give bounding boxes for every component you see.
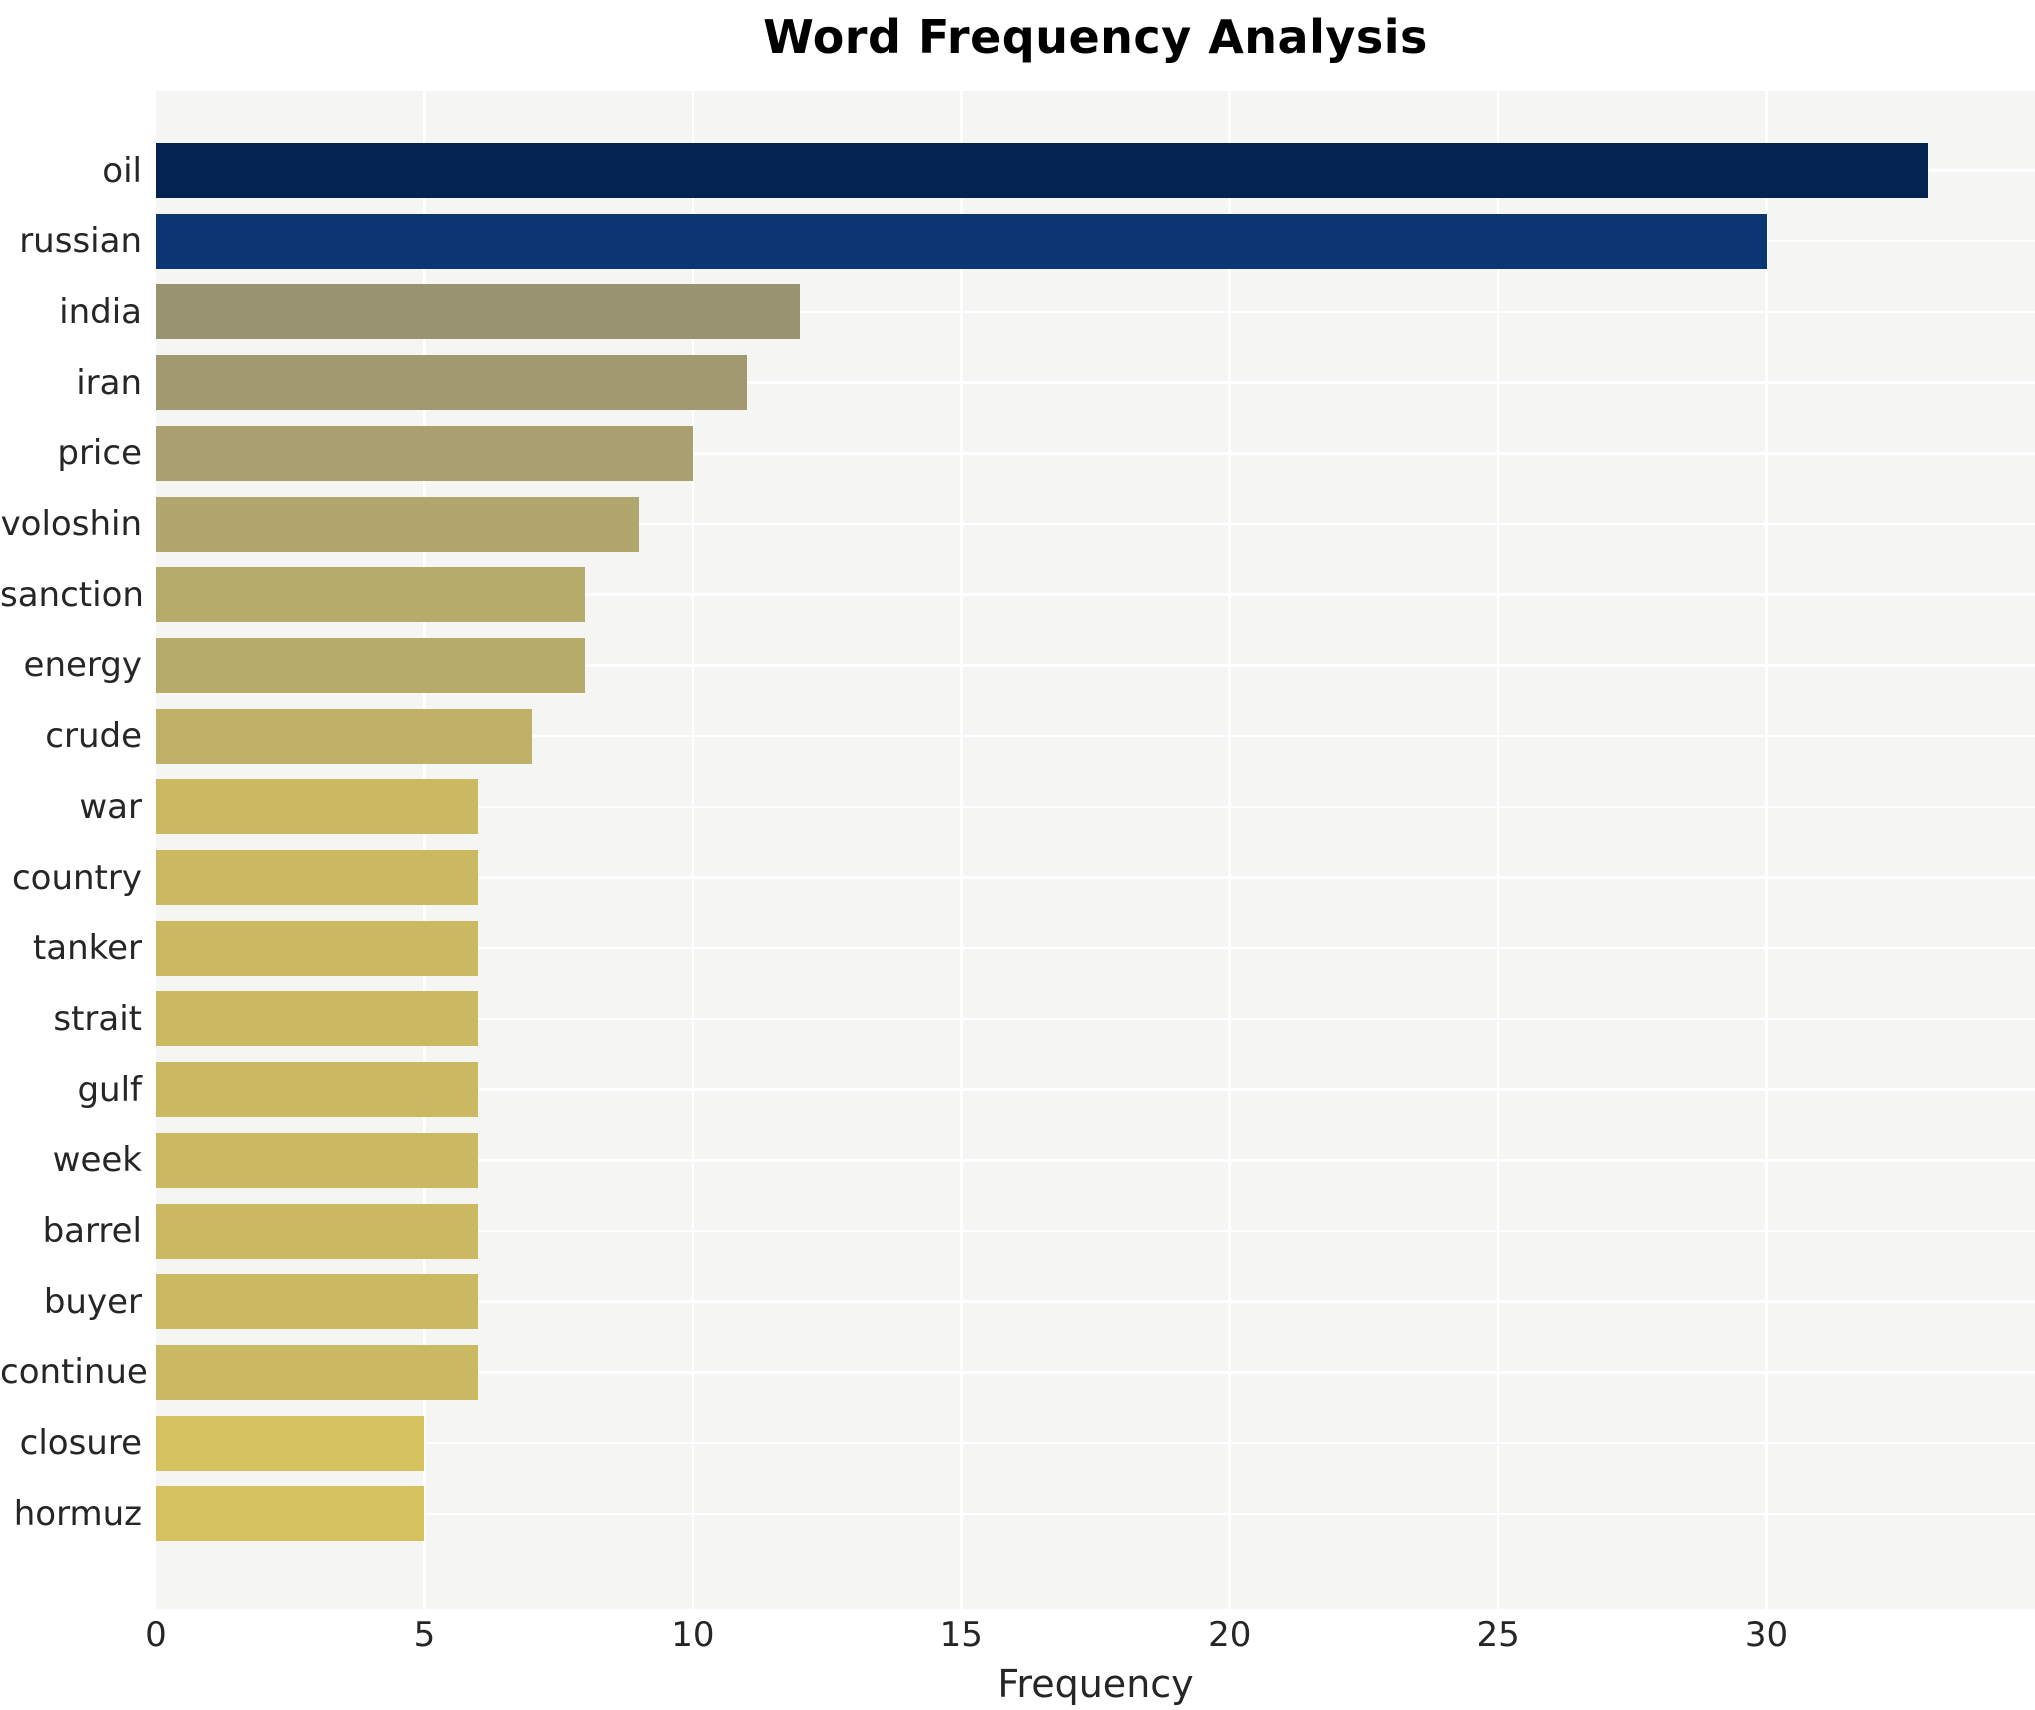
gridline-horizontal (156, 1441, 2035, 1445)
y-tick-label-oil: oil (102, 150, 142, 191)
gridline-horizontal (156, 522, 2035, 526)
bar-continue (156, 1344, 479, 1400)
gridline-horizontal (156, 1088, 2035, 1091)
y-tick-label-iran: iran (76, 362, 142, 403)
y-tick-label-war: war (79, 786, 142, 827)
y-tick-label-week: week (52, 1140, 142, 1181)
bar-crude (156, 708, 532, 764)
x-tick-label-10: 10 (671, 1615, 715, 1655)
gridline-horizontal (156, 876, 2035, 879)
bar-oil (156, 143, 1928, 198)
y-tick-label-continue: continue (0, 1352, 148, 1393)
bar-energy (156, 637, 586, 693)
y-tick-label-sanction: sanction (0, 574, 144, 615)
x-tick-label-25: 25 (1476, 1615, 1520, 1655)
y-tick-label-hormuz: hormuz (13, 1493, 142, 1534)
bar-war (156, 779, 479, 835)
bar-strait (156, 991, 479, 1047)
bar-gulf (156, 1062, 479, 1118)
gridline-vertical (1765, 91, 1768, 1609)
y-tick-label-russian: russian (19, 221, 142, 262)
bar-country (156, 850, 479, 905)
bar-buyer (156, 1274, 479, 1330)
bar-tanker (156, 920, 479, 976)
bar-india (156, 284, 801, 340)
gridline-horizontal (156, 381, 2035, 384)
gridline-horizontal (156, 734, 2035, 738)
gridline-horizontal (156, 310, 2035, 314)
gridline-horizontal (156, 1017, 2035, 1021)
x-tick-label-15: 15 (939, 1615, 983, 1655)
bar-week (156, 1132, 479, 1188)
y-tick-label-barrel: barrel (42, 1211, 142, 1251)
x-tick-label-5: 5 (413, 1615, 436, 1655)
y-tick-label-gulf: gulf (77, 1069, 142, 1110)
gridline-horizontal (156, 946, 2035, 950)
y-tick-label-crude: crude (45, 716, 142, 757)
gridline-horizontal (156, 1159, 2035, 1162)
bar-hormuz (156, 1486, 425, 1542)
gridline-horizontal (156, 1229, 2035, 1233)
gridline-horizontal (156, 1371, 2035, 1374)
chart-title: Word Frequency Analysis (763, 10, 1428, 64)
gridline-vertical (691, 91, 695, 1609)
x-tick-label-0: 0 (145, 1615, 167, 1655)
gridline-vertical (960, 91, 963, 1609)
y-tick-label-india: india (59, 291, 142, 332)
x-axis-title: Frequency (997, 1662, 1194, 1706)
gridline-horizontal (156, 593, 2035, 596)
bar-voloshin (156, 496, 640, 552)
y-tick-label-strait: strait (53, 998, 142, 1039)
gridline-vertical (1496, 91, 1500, 1609)
gridline-horizontal (156, 1300, 2035, 1303)
y-tick-label-closure: closure (19, 1423, 142, 1464)
gridline-vertical (1228, 91, 1231, 1609)
y-tick-label-energy: energy (23, 645, 142, 686)
gridline-horizontal (156, 664, 2035, 667)
gridline-horizontal (156, 805, 2035, 809)
bar-barrel (156, 1203, 479, 1259)
gridline-horizontal (156, 1512, 2035, 1516)
gridline-horizontal (156, 452, 2035, 455)
y-tick-label-voloshin: voloshin (0, 504, 142, 544)
bar-price (156, 425, 693, 481)
y-tick-label-tanker: tanker (32, 928, 142, 969)
bar-sanction (156, 567, 586, 623)
bar-iran (156, 355, 747, 411)
bar-russian (156, 213, 1767, 269)
bar-closure (156, 1415, 425, 1471)
x-tick-label-30: 30 (1744, 1615, 1789, 1655)
x-tick-label-20: 20 (1208, 1615, 1252, 1655)
y-tick-label-country: country (11, 857, 142, 898)
y-tick-label-price: price (57, 433, 142, 474)
y-tick-label-buyer: buyer (43, 1281, 142, 1322)
plot-area (156, 91, 2035, 1609)
